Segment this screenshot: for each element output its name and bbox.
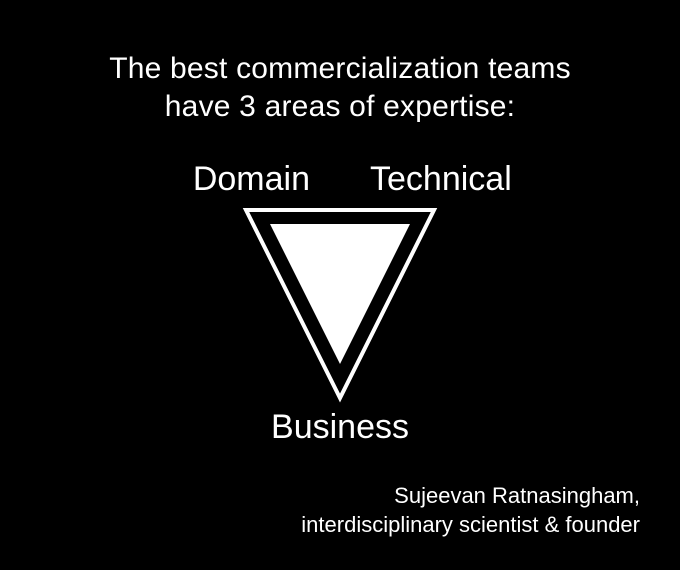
heading-line-2: have 3 areas of expertise:	[165, 90, 515, 123]
attribution-role: interdisciplinary scientist & founder	[301, 512, 640, 537]
attribution: Sujeevan Ratnasingham, interdisciplinary…	[301, 481, 640, 540]
vertex-label-domain: Domain	[130, 160, 310, 199]
heading: The best commercialization teams have 3 …	[0, 50, 680, 125]
attribution-name: Sujeevan Ratnasingham,	[394, 483, 640, 508]
vertex-label-technical: Technical	[370, 160, 570, 199]
vertex-label-business: Business	[0, 408, 680, 447]
triangle-inner-fill	[270, 224, 410, 364]
triangle-icon	[240, 204, 440, 404]
slide: The best commercialization teams have 3 …	[0, 0, 680, 570]
heading-line-1: The best commercialization teams	[109, 52, 571, 85]
